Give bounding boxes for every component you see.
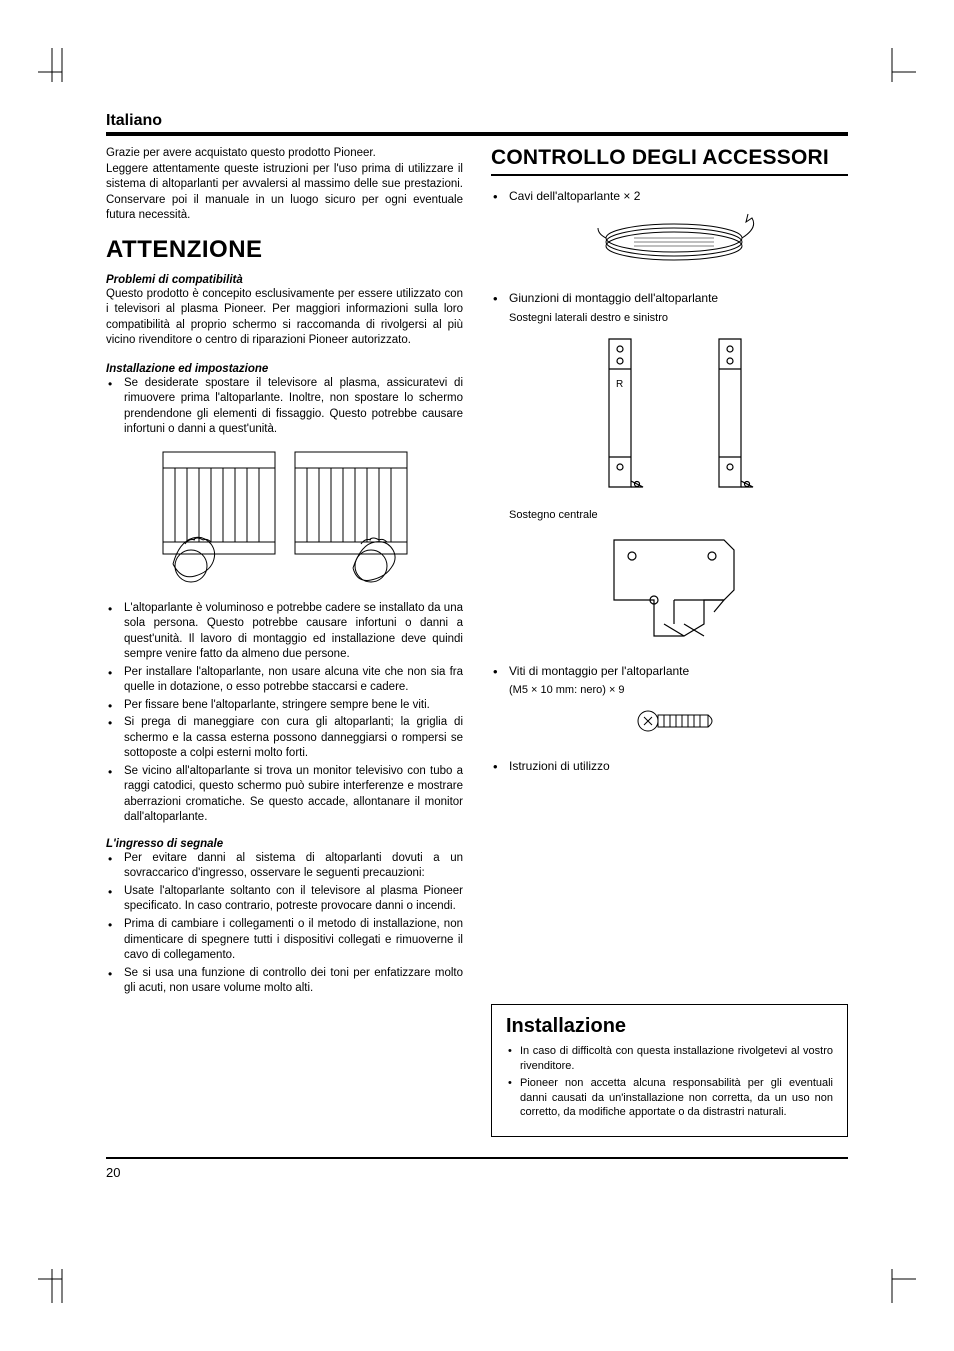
page-number: 20 — [106, 1165, 848, 1180]
install-item: Se desiderate spostare il televisore al … — [106, 376, 463, 438]
acc-screws-item: Viti di montaggio per l'altoparlante (M5… — [491, 663, 848, 740]
install-subhead: Installazione ed impostazione — [106, 363, 463, 375]
left-column: Grazie per avere acquistato questo prodo… — [106, 146, 463, 1137]
accessories-list: Cavi dell'altoparlante × 2 — [491, 188, 848, 774]
acc-cable-item: Cavi dell'altoparlante × 2 — [491, 188, 848, 272]
crop-mark-bl — [38, 1269, 72, 1303]
right-column: CONTROLLO DEGLI ACCESSORI Cavi dell'alto… — [491, 146, 848, 1137]
side-brackets-figure: R — [509, 333, 848, 497]
move-speaker-figure — [106, 446, 463, 591]
signal-item: Prima di cambiare i collegamenti o il me… — [106, 917, 463, 964]
acc-brackets-label: Giunzioni di montaggio dell'altoparlante — [509, 291, 718, 305]
signal-item: Se si usa una funzione di controllo dei … — [106, 966, 463, 997]
brackets-sub2: Sostegno centrale — [509, 508, 848, 523]
page: Italiano Grazie per avere acquistato que… — [0, 0, 954, 1351]
intro-line1: Grazie per avere acquistato questo prodo… — [106, 146, 463, 162]
acc-screws-sub: (M5 × 10 mm: nero) × 9 — [509, 683, 848, 698]
install-item: Si prega di maneggiare con cura gli alto… — [106, 715, 463, 762]
compat-subhead: Problemi di compatibilità — [106, 274, 463, 286]
footer-rule: 20 — [106, 1157, 848, 1180]
signal-subhead: L'ingresso di segnale — [106, 838, 463, 850]
crop-mark-tl — [38, 48, 72, 82]
brackets-sub1: Sostegni laterali destro e sinistro — [509, 311, 848, 326]
crop-mark-tr — [882, 48, 916, 82]
install-item: L'altoparlante è voluminoso e potrebbe c… — [106, 601, 463, 663]
signal-list: Per evitare danni al sistema di altoparl… — [106, 851, 463, 997]
intro-block: Grazie per avere acquistato questo prodo… — [106, 146, 463, 224]
install-box-item: Pioneer non accetta alcuna responsabilit… — [506, 1076, 833, 1121]
intro-line2: Leggere attentamente queste istruzioni p… — [106, 162, 463, 224]
install-item: Se vicino all'altoparlante si trova un m… — [106, 764, 463, 826]
acc-manual-label: Istruzioni di utilizzo — [509, 759, 610, 773]
install-box: Installazione In caso di difficoltà con … — [491, 1004, 848, 1137]
install-box-title: Installazione — [506, 1015, 833, 1038]
compat-body: Questo prodotto è concepito esclusivamen… — [106, 287, 463, 349]
crop-mark-br — [882, 1269, 916, 1303]
install-box-item: In caso di difficoltà con questa install… — [506, 1044, 833, 1074]
signal-item: Usate l'altoparlante soltanto con il tel… — [106, 884, 463, 915]
content-area: Italiano Grazie per avere acquistato que… — [106, 0, 848, 1180]
install-box-list: In caso di difficoltà con questa install… — [506, 1044, 833, 1120]
acc-cable-label: Cavi dell'altoparlante × 2 — [509, 189, 640, 203]
two-column-layout: Grazie per avere acquistato questo prodo… — [106, 146, 848, 1137]
accessories-title: CONTROLLO DEGLI ACCESSORI — [491, 146, 848, 176]
svg-text:R: R — [616, 379, 623, 390]
install-list: Se desiderate spostare il televisore al … — [106, 376, 463, 438]
acc-manual-item: Istruzioni di utilizzo — [491, 758, 848, 774]
screw-figure — [509, 706, 848, 740]
language-label: Italiano — [106, 112, 162, 130]
acc-brackets-item: Giunzioni di montaggio dell'altoparlante… — [491, 290, 848, 644]
language-header: Italiano — [106, 112, 848, 136]
install-list-rest: L'altoparlante è voluminoso e potrebbe c… — [106, 601, 463, 826]
cable-figure — [509, 212, 848, 272]
install-item: Per installare l'altoparlante, non usare… — [106, 665, 463, 696]
install-item: Per fissare bene l'altoparlante, stringe… — [106, 698, 463, 714]
acc-screws-label: Viti di montaggio per l'altoparlante — [509, 664, 689, 678]
center-bracket-figure — [509, 530, 848, 644]
attention-title: ATTENZIONE — [106, 236, 463, 264]
signal-item: Per evitare danni al sistema di altoparl… — [106, 851, 463, 882]
